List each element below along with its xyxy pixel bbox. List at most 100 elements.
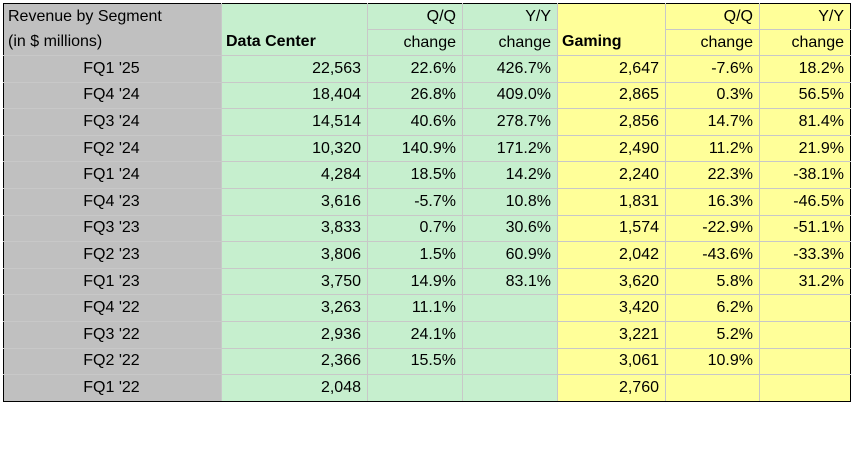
row-label: FQ3 '24 — [3, 108, 222, 136]
table-row: FQ1 '25 22,563 22.6% 426.7% 2,647 -7.6% 18.2% — [3, 55, 851, 83]
dc-revenue-cell: 2,366 — [221, 347, 368, 376]
gm-qq-change-cell — [665, 374, 760, 402]
dc-yy-change-cell — [462, 347, 558, 376]
row-label: FQ1 '25 — [3, 55, 222, 83]
gm-yy-change-cell — [759, 347, 851, 376]
row-label: FQ3 '22 — [3, 320, 222, 349]
gm-qq-change-cell: 14.7% — [665, 108, 760, 136]
dc-qq-change-cell: 15.5% — [367, 347, 463, 376]
table-subtitle: (in $ millions) — [3, 29, 222, 56]
table-row: FQ2 '23 3,806 1.5% 60.9% 2,042 -43.6% -33.3% — [3, 241, 851, 269]
gm-revenue-cell: 2,490 — [557, 134, 666, 163]
row-label: FQ1 '22 — [3, 374, 222, 402]
dc-yy-change-cell: 30.6% — [462, 214, 558, 243]
row-label: FQ2 '23 — [3, 241, 222, 269]
dc-qq-change-cell: 14.9% — [367, 267, 463, 296]
gm-yy-change-cell: -51.1% — [759, 214, 851, 243]
dc-revenue-cell: 10,320 — [221, 134, 368, 163]
data-center-header-top — [221, 3, 368, 30]
dc-revenue-cell: 14,514 — [221, 108, 368, 136]
gm-qq-change-cell: 5.2% — [665, 320, 760, 349]
header-row-2: (in $ millions) Data Center change chang… — [3, 29, 851, 56]
row-label: FQ1 '24 — [3, 161, 222, 189]
gm-qq-change-cell: -7.6% — [665, 55, 760, 83]
dc-yy-change-cell — [462, 320, 558, 349]
gm-revenue-cell: 2,865 — [557, 81, 666, 110]
dc-qq-change-cell: 26.8% — [367, 81, 463, 110]
row-label: FQ2 '22 — [3, 347, 222, 376]
gaming-header-top — [557, 3, 666, 30]
dc-qq-change-cell: 140.9% — [367, 134, 463, 163]
gm-qq-change-cell: 22.3% — [665, 161, 760, 189]
gm-revenue-cell: 1,831 — [557, 187, 666, 216]
data-center-header: Data Center — [221, 29, 368, 56]
table-row: FQ2 '24 10,320 140.9% 171.2% 2,490 11.2% 21.9% — [3, 134, 851, 163]
table-row: FQ1 '23 3,750 14.9% 83.1% 3,620 5.8% 31.2% — [3, 267, 851, 296]
gm-yy-change-cell: -38.1% — [759, 161, 851, 189]
gm-qq-change-cell: 0.3% — [665, 81, 760, 110]
gm-revenue-cell: 3,420 — [557, 294, 666, 322]
dc-revenue-cell: 3,263 — [221, 294, 368, 322]
dc-yy-change-cell: 278.7% — [462, 108, 558, 136]
gm-revenue-cell: 3,620 — [557, 267, 666, 296]
gm-qq-change-cell: 16.3% — [665, 187, 760, 216]
dc-qq-header-line2: change — [367, 29, 463, 56]
table-row: FQ2 '22 2,366 15.5% 3,061 10.9% — [3, 347, 851, 376]
dc-yy-change-cell: 83.1% — [462, 267, 558, 296]
dc-yy-change-cell — [462, 294, 558, 322]
gm-qq-change-cell: 10.9% — [665, 347, 760, 376]
row-label: FQ3 '23 — [3, 214, 222, 243]
dc-yy-header-line2: change — [462, 29, 558, 56]
gm-qq-change-cell: 5.8% — [665, 267, 760, 296]
gm-yy-change-cell: 81.4% — [759, 108, 851, 136]
dc-yy-change-cell: 171.2% — [462, 134, 558, 163]
table-row: FQ1 '22 2,048 2,760 — [3, 374, 851, 402]
dc-yy-change-cell: 426.7% — [462, 55, 558, 83]
table-row: FQ4 '22 3,263 11.1% 3,420 6.2% — [3, 294, 851, 322]
gm-yy-change-cell: -46.5% — [759, 187, 851, 216]
gm-yy-header-line2: change — [759, 29, 851, 56]
table-row: FQ1 '24 4,284 18.5% 14.2% 2,240 22.3% -38.1% — [3, 161, 851, 189]
table-row: FQ4 '24 18,404 26.8% 409.0% 2,865 0.3% 56.5% — [3, 81, 851, 110]
table-row: FQ3 '22 2,936 24.1% 3,221 5.2% — [3, 320, 851, 349]
dc-yy-change-cell: 14.2% — [462, 161, 558, 189]
row-label: FQ4 '23 — [3, 187, 222, 216]
gm-qq-header-line1: Q/Q — [665, 3, 760, 30]
dc-revenue-cell: 3,616 — [221, 187, 368, 216]
table-row: FQ4 '23 3,616 -5.7% 10.8% 1,831 16.3% -46.5% — [3, 187, 851, 216]
gm-qq-change-cell: -22.9% — [665, 214, 760, 243]
gm-yy-change-cell: 56.5% — [759, 81, 851, 110]
gaming-header: Gaming — [557, 29, 666, 56]
gm-qq-change-cell: 11.2% — [665, 134, 760, 163]
gm-yy-change-cell: 21.9% — [759, 134, 851, 163]
dc-revenue-cell: 3,833 — [221, 214, 368, 243]
dc-qq-header-line1: Q/Q — [367, 3, 463, 30]
dc-yy-change-cell: 409.0% — [462, 81, 558, 110]
row-label: FQ4 '24 — [3, 81, 222, 110]
row-label: FQ2 '24 — [3, 134, 222, 163]
dc-qq-change-cell: 22.6% — [367, 55, 463, 83]
gm-revenue-cell: 2,240 — [557, 161, 666, 189]
gm-yy-change-cell — [759, 294, 851, 322]
dc-qq-change-cell: 40.6% — [367, 108, 463, 136]
table-row: FQ3 '23 3,833 0.7% 30.6% 1,574 -22.9% -51.1% — [3, 214, 851, 243]
dc-revenue-cell: 2,048 — [221, 374, 368, 402]
gm-revenue-cell: 2,856 — [557, 108, 666, 136]
gm-yy-change-cell — [759, 320, 851, 349]
gm-yy-change-cell: -33.3% — [759, 241, 851, 269]
dc-yy-change-cell: 10.8% — [462, 187, 558, 216]
table-row: FQ3 '24 14,514 40.6% 278.7% 2,856 14.7% 81.4% — [3, 108, 851, 136]
gm-qq-header-line2: change — [665, 29, 760, 56]
dc-yy-header-line1: Y/Y — [462, 3, 558, 30]
gm-qq-change-cell: 6.2% — [665, 294, 760, 322]
row-label: FQ1 '23 — [3, 267, 222, 296]
dc-qq-change-cell — [367, 374, 463, 402]
gm-revenue-cell: 3,221 — [557, 320, 666, 349]
dc-qq-change-cell: 0.7% — [367, 214, 463, 243]
header-row-1: Revenue by Segment Q/Q Y/Y Q/Q Y/Y — [3, 3, 851, 30]
gm-revenue-cell: 2,760 — [557, 374, 666, 402]
gm-yy-change-cell: 31.2% — [759, 267, 851, 296]
gm-revenue-cell: 3,061 — [557, 347, 666, 376]
dc-qq-change-cell: 11.1% — [367, 294, 463, 322]
dc-yy-change-cell — [462, 374, 558, 402]
